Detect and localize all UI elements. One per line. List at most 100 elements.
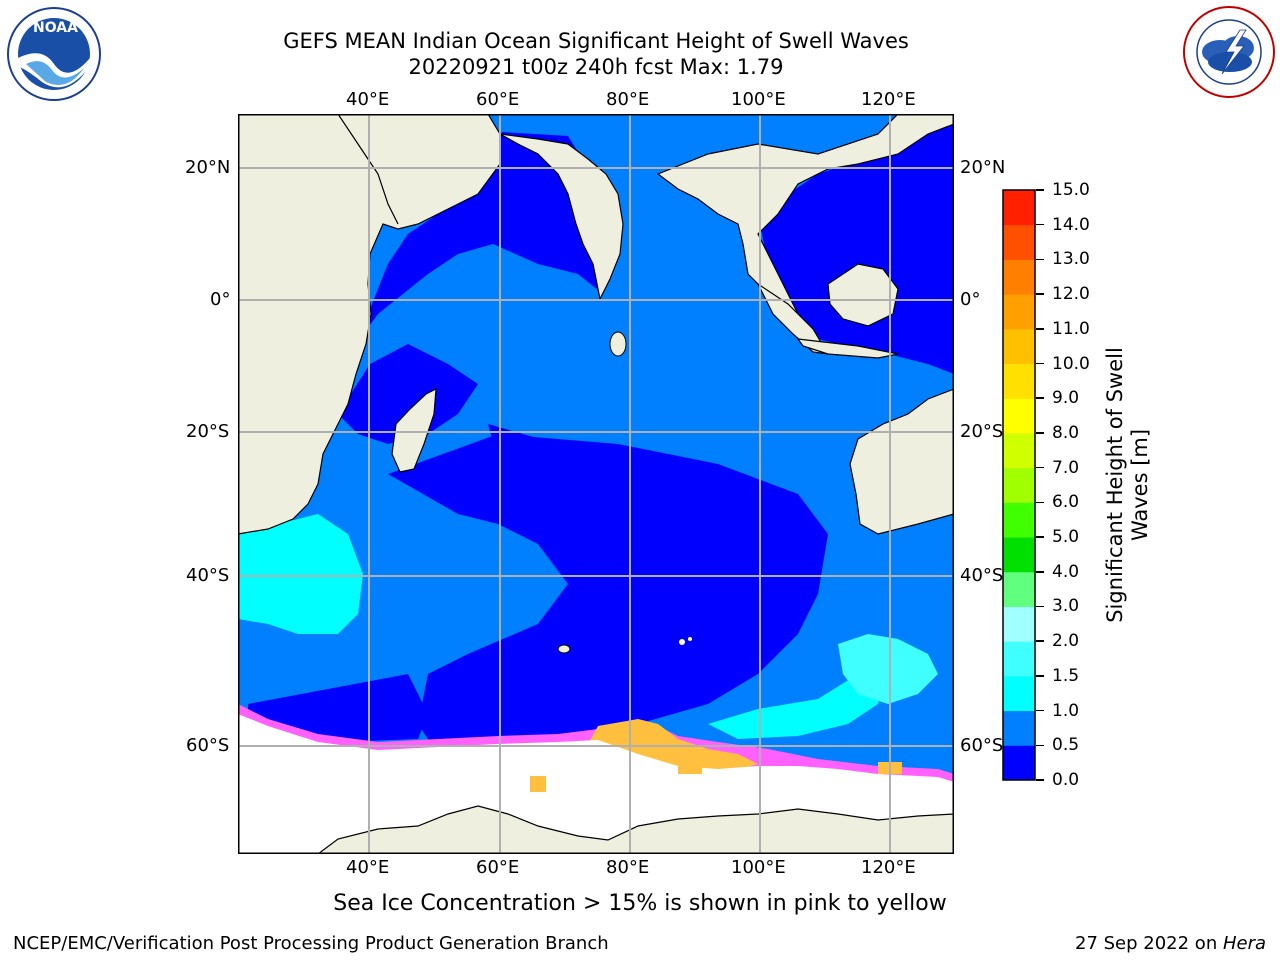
footer-date-text: 27 Sep 2022 on: [1075, 933, 1223, 954]
colorbar-segment: [1003, 294, 1035, 330]
lat-label-left: 20°N: [185, 157, 231, 178]
map-title-line1: GEFS MEAN Indian Ocean Significant Heigh…: [283, 29, 909, 53]
colorbar-segment: [1003, 432, 1035, 469]
colorbar-segment: [1003, 467, 1035, 503]
colorbar-tick-label: 14.0: [1052, 214, 1090, 235]
noaa-logo: [7, 7, 101, 101]
southeast-asia-land: [656, 114, 954, 325]
colorbar-tick-mark: [1036, 397, 1044, 399]
colorbar-segment: [1003, 675, 1035, 712]
noaa-logo-text: NOAA: [33, 20, 78, 36]
lon-label-bottom: 120°E: [861, 857, 916, 878]
colorbar-tick-mark: [1036, 362, 1044, 365]
colorbar-segment: [1003, 502, 1035, 538]
nws-logo: [1183, 6, 1275, 98]
colorbar-tick-mark: [1036, 640, 1044, 642]
lon-label-top: 120°E: [861, 89, 916, 110]
colorbar-tick-mark: [1036, 466, 1044, 469]
colorbar-segment: [1003, 328, 1035, 365]
colorbar-segment: [1003, 224, 1035, 260]
deep-swell-region: [388, 434, 828, 754]
sumatra-land: [756, 282, 830, 355]
colorbar-tick-label: 0.5: [1052, 735, 1080, 756]
australia-land: [849, 388, 954, 535]
colorbar-tick-mark: [1036, 293, 1044, 295]
colorbar-tick-mark: [1036, 571, 1044, 573]
colorbar-tick-mark: [1036, 605, 1044, 608]
cyan-swell-region: [238, 514, 363, 634]
colorbar-tick-mark: [1036, 189, 1044, 191]
lon-label-top: 80°E: [606, 89, 650, 110]
deep-swell-region: [356, 132, 608, 344]
colorbar-tick-label: 8.0: [1052, 422, 1080, 443]
colorbar-tick-label: 15.0: [1052, 180, 1090, 200]
lat-label-right: 40°S: [960, 565, 1004, 586]
heard-island: [679, 639, 685, 645]
footer-date: 27 Sep 2022 on Hera: [1075, 933, 1266, 955]
colorbar-tick-label: 11.0: [1052, 318, 1090, 339]
borneo-land: [827, 263, 899, 327]
lon-label-bottom: 60°E: [476, 857, 520, 878]
colorbar-segment: [1003, 190, 1035, 226]
india-land: [499, 133, 624, 301]
colorbar-segment: [1003, 710, 1035, 746]
lon-label-bottom: 80°E: [606, 857, 650, 878]
colorbar-tick-mark: [1036, 501, 1044, 504]
map-title-line2: 20220921 t00z 240h fcst Max: 1.79: [408, 55, 784, 79]
colorbar-tick-label: 7.0: [1052, 457, 1080, 478]
lat-label-left: 60°S: [186, 735, 230, 756]
colorbar-segment: [1003, 641, 1035, 677]
colorbar-tick-label: 0.0: [1052, 770, 1080, 790]
lat-label-right: 20°N: [960, 157, 1006, 178]
map-frame: [238, 114, 954, 854]
colorbar-tick-mark: [1036, 536, 1044, 538]
lon-label-top: 100°E: [731, 89, 786, 110]
sri-lanka-land: [609, 331, 627, 357]
madagascar-land: [391, 387, 437, 473]
antarctica-land: [317, 805, 954, 854]
lat-label-right: 0°: [960, 289, 981, 310]
colorbar-tick-mark: [1036, 258, 1044, 261]
colorbar-tick-label: 3.0: [1052, 596, 1080, 617]
sea-ice-caption: Sea Ice Concentration > 15% is shown in …: [333, 891, 947, 916]
lat-label-left: 20°S: [186, 421, 230, 442]
colorbar-tick-mark: [1036, 709, 1044, 712]
colorbar-segment: [1003, 537, 1035, 573]
colorbar-tick-mark: [1036, 328, 1044, 330]
lon-label-top: 40°E: [346, 89, 390, 110]
colorbar-segment: [1003, 259, 1035, 295]
lon-label-bottom: 100°E: [731, 857, 786, 878]
colorbar-tick-mark: [1036, 744, 1044, 747]
colorbar-title-line2: Waves [m]: [1128, 428, 1152, 542]
footer-credit: NCEP/EMC/Verification Post Processing Pr…: [13, 933, 609, 954]
colorbar-segment: [1003, 571, 1035, 607]
colorbar-segment: [1003, 363, 1035, 399]
deep-swell-region: [338, 344, 478, 444]
lon-label-bottom: 40°E: [346, 857, 390, 878]
colorbar-segment: [1003, 745, 1035, 781]
colorbar-tick-label: 1.0: [1052, 700, 1080, 721]
colorbar-tick-label: 9.0: [1052, 388, 1080, 409]
map-plot: [238, 114, 954, 854]
lat-label-left: 0°: [210, 289, 231, 310]
colorbar-tick-label: 12.0: [1052, 284, 1090, 305]
lat-label-right: 20°S: [960, 421, 1004, 442]
colorbar-tick-mark: [1036, 223, 1044, 226]
colorbar-tick-mark: [1036, 675, 1044, 677]
colorbar-tick-label: 6.0: [1052, 492, 1080, 513]
colorbar-tick-mark: [1036, 432, 1044, 434]
lat-label-left: 40°S: [186, 565, 230, 586]
colorbar-tick-label: 4.0: [1052, 561, 1080, 582]
lat-label-right: 60°S: [960, 735, 1004, 756]
colorbar-tick-label: 13.0: [1052, 249, 1090, 270]
java-land: [796, 338, 899, 359]
light-cyan-swell-region: [838, 634, 938, 704]
colorbar-tick-label: 2.0: [1052, 631, 1080, 652]
kerguelen-island: [557, 644, 571, 654]
colorbar-segment: [1003, 606, 1035, 642]
colorbar-tick-label: 1.5: [1052, 665, 1080, 686]
colorbar-segment: [1003, 398, 1035, 434]
colorbar-frame: [1002, 189, 1036, 781]
red-sea-coast: [337, 114, 399, 225]
colorbar-title-line1: Significant Height of Swell: [1103, 347, 1127, 623]
